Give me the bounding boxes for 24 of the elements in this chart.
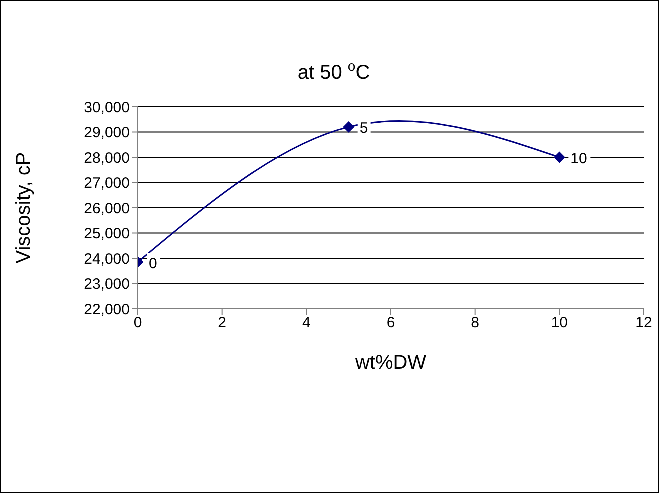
x-tick-label: 10 [551,314,568,332]
x-tick-label: 12 [636,314,652,332]
annotation: 0 [149,255,158,272]
x-axis-title: wt%DW [354,352,427,374]
y-tick-label: 24,000 [84,250,130,268]
point [554,152,566,163]
point [343,122,354,133]
annotation: 10 [570,150,588,168]
x-tick-label: 2 [218,314,227,332]
x-tick-label: 6 [386,314,396,332]
y-tick-label: 25,000 [84,226,130,243]
chart-title: at 50 $^{o}$C [298,58,370,84]
y-tick-label: 27,000 [84,175,130,192]
y-tick-label: 28,000 [84,150,130,167]
x-tick-label: 8 [471,314,480,332]
y-tick-label: 23,000 [84,276,130,294]
y-tick-label: 29,000 [84,124,130,142]
annotation: 5 [360,120,368,138]
x-tick-label: 4 [302,314,311,332]
x-tick-label: 0 [134,314,142,332]
y-tick-label: 30,000 [84,99,130,116]
y-tick-label: 22,000 [84,301,130,318]
y-axis-title: Viscosity, cP [13,152,36,264]
y-tick-label: 26,000 [84,200,130,218]
